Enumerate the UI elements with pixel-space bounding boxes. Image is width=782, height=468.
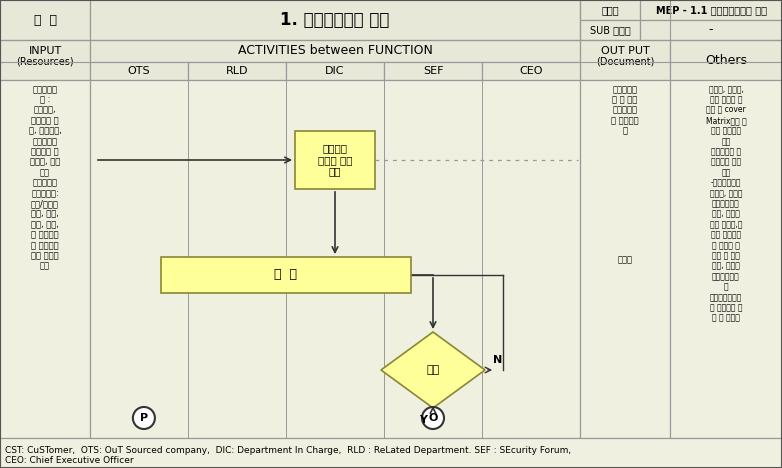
Bar	[295, 131, 375, 189]
Text: N: N	[493, 355, 503, 365]
Bar	[90, 40, 580, 62]
Bar	[0, 40, 90, 80]
Text: 구  분: 구 분	[34, 14, 56, 27]
Bar	[580, 80, 670, 438]
Text: INPUT: INPUT	[28, 46, 62, 56]
Text: ACTIVITIES between FUNCTION: ACTIVITIES between FUNCTION	[238, 44, 432, 58]
Text: SUB 기능명: SUB 기능명	[590, 25, 630, 35]
Bar	[580, 20, 640, 40]
Bar	[286, 62, 384, 80]
Circle shape	[422, 407, 444, 429]
Text: CST: CuSTomer,  OTS: OuT Sourced company,  DIC: Department In Charge,  RLD : ReL: CST: CuSTomer, OTS: OuT Sourced company,…	[5, 446, 571, 455]
Text: 1. 정보보호정책 수립: 1. 정보보호정책 수립	[280, 11, 389, 29]
Text: (Document): (Document)	[596, 57, 655, 67]
Bar	[188, 62, 286, 80]
Bar	[580, 40, 670, 80]
Bar	[482, 62, 580, 80]
Text: 협  의: 협 의	[274, 269, 297, 281]
Bar	[670, 80, 782, 438]
Bar	[161, 257, 411, 293]
Text: 협의록: 협의록	[618, 255, 633, 264]
Circle shape	[133, 407, 155, 429]
Text: -: -	[708, 23, 713, 37]
Text: O: O	[429, 413, 438, 423]
Text: 검토: 검토	[426, 365, 439, 375]
Text: Y: Y	[419, 415, 427, 425]
Bar	[640, 0, 782, 20]
Bar	[0, 438, 782, 468]
Text: OUT PUT: OUT PUT	[601, 46, 649, 56]
Bar	[0, 0, 90, 40]
Text: 정보보호
정책및 절차
수립: 정보보호 정책및 절차 수립	[317, 143, 352, 176]
Polygon shape	[381, 332, 485, 408]
Bar	[90, 0, 580, 40]
Text: P: P	[140, 413, 148, 423]
Text: 정보보호정
책 및 절차
정보보호관
리 체계범위
서: 정보보호정 책 및 절차 정보보호관 리 체계범위 서	[612, 85, 639, 136]
Bar	[384, 62, 482, 80]
Text: CEO: Chief Executive Officer: CEO: Chief Executive Officer	[5, 456, 134, 465]
Text: RLD: RLD	[226, 66, 248, 76]
Text: MEP - 1.1 정보보호정책의 수립: MEP - 1.1 정보보호정책의 수립	[655, 5, 766, 15]
Bar	[640, 20, 782, 40]
Bar	[0, 80, 90, 438]
Text: DIC: DIC	[325, 66, 345, 76]
Text: CEO: CEO	[519, 66, 543, 76]
Bar	[90, 80, 580, 438]
Text: Others: Others	[705, 53, 747, 66]
Text: 정책서, 지침서,
운영 절차서 및
개발 시 cover
Matrix등의 구
조적 접근방식
사용
운영지침서 및
절차서내 포함
사항
-정보처리밀요
구: 정책서, 지침서, 운영 절차서 및 개발 시 cover Matrix등의 구…	[705, 85, 746, 323]
Text: OTS: OTS	[127, 66, 150, 76]
Bar	[580, 0, 640, 20]
Text: 정보보호정
책 :
정영목표,
정보보호 법
규, 규제요건,
전략적이고
조직적인 위
험관리, 정보
자산
정보보호관
리체계범위:
회사/사업부
특성, : 정보보호정 책 : 정영목표, 정보보호 법 규, 규제요건, 전략적이고 조직…	[29, 85, 62, 271]
Bar	[670, 40, 782, 80]
Bar	[90, 62, 188, 80]
Text: (Resources): (Resources)	[16, 57, 74, 67]
Text: SEF: SEF	[423, 66, 443, 76]
Text: 기능명: 기능명	[601, 5, 619, 15]
